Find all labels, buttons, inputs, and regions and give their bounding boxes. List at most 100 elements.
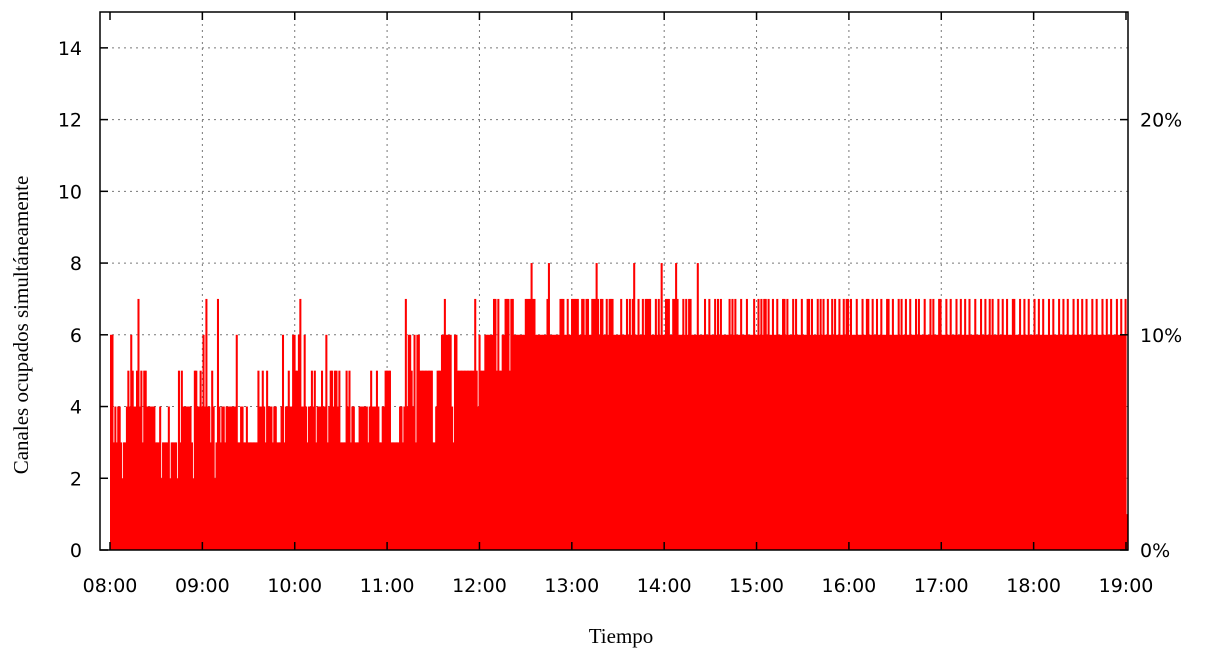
bar	[884, 334, 887, 550]
bar	[667, 298, 670, 550]
bar	[1065, 334, 1068, 550]
bar	[448, 334, 451, 550]
bar	[604, 334, 607, 550]
bar	[969, 334, 972, 550]
bar	[151, 406, 154, 550]
bar	[386, 370, 389, 550]
bar	[1034, 334, 1037, 550]
bar	[419, 370, 422, 550]
bar	[795, 298, 798, 550]
bar	[442, 334, 445, 550]
bar	[1085, 298, 1088, 550]
x-tick-label: 13:00	[544, 575, 599, 597]
bar	[874, 334, 877, 550]
bar	[234, 406, 237, 550]
bar	[1007, 334, 1010, 550]
bar	[615, 334, 618, 550]
bar	[157, 442, 160, 550]
bar	[500, 370, 503, 550]
bar	[455, 334, 458, 550]
bar	[1088, 334, 1091, 550]
bar	[654, 298, 657, 550]
bar	[143, 370, 146, 550]
bar	[672, 298, 675, 550]
bar	[433, 442, 436, 550]
bar	[673, 298, 676, 550]
bar	[1017, 334, 1020, 550]
bar	[1023, 298, 1026, 550]
bar	[427, 370, 430, 550]
bar	[916, 334, 919, 550]
bar	[472, 370, 475, 550]
bar	[718, 334, 721, 550]
bar	[839, 334, 842, 550]
bar	[730, 334, 733, 550]
bar	[760, 298, 763, 550]
bar	[514, 334, 517, 550]
bar	[1095, 298, 1098, 550]
bar	[479, 370, 483, 550]
bar	[576, 298, 579, 550]
bar	[698, 334, 701, 550]
bar	[568, 334, 571, 550]
bar	[562, 298, 565, 550]
bar	[1055, 334, 1058, 550]
bar	[111, 334, 114, 550]
bar	[954, 334, 957, 550]
bar	[1107, 334, 1110, 550]
bar	[634, 334, 637, 550]
bar	[646, 298, 649, 550]
bar	[1014, 334, 1017, 550]
bar	[322, 406, 325, 550]
bar	[644, 298, 647, 550]
bar	[1056, 334, 1059, 550]
bar	[436, 370, 439, 550]
bar	[451, 406, 454, 550]
bar	[523, 334, 526, 550]
bar	[990, 334, 993, 550]
bar	[146, 406, 149, 550]
bar	[852, 334, 855, 550]
bar	[968, 298, 971, 550]
bar	[536, 334, 539, 550]
bar	[287, 370, 290, 550]
bar	[797, 334, 800, 550]
bar	[505, 298, 509, 550]
bar	[586, 298, 589, 550]
bar	[935, 334, 938, 550]
bar	[745, 298, 748, 550]
y2-tick-label: 0%	[1140, 540, 1170, 562]
bar	[939, 298, 942, 550]
bar	[774, 334, 777, 550]
bar	[676, 298, 679, 550]
x-tick-label: 09:00	[175, 575, 230, 597]
bar	[1042, 298, 1045, 550]
bar	[355, 442, 358, 550]
bar	[1099, 334, 1103, 550]
bar	[112, 442, 115, 550]
y-tick-label: 6	[70, 325, 82, 347]
bar	[416, 334, 419, 550]
x-tick-label: 16:00	[822, 575, 877, 597]
bar	[361, 406, 364, 550]
bar	[331, 370, 334, 550]
bar	[998, 334, 1001, 550]
bar	[647, 298, 650, 550]
bar	[232, 406, 235, 550]
bar	[123, 442, 126, 550]
bar	[972, 334, 975, 550]
bar	[482, 370, 485, 550]
bar	[180, 370, 183, 550]
bar	[352, 406, 355, 550]
bar	[326, 442, 329, 550]
bar	[221, 406, 224, 550]
bar	[1115, 298, 1118, 550]
bar	[235, 334, 238, 550]
bar	[637, 298, 640, 550]
bar	[659, 334, 662, 550]
bar	[503, 334, 506, 550]
bar	[907, 334, 910, 550]
bar	[1089, 334, 1092, 550]
bar	[724, 334, 727, 550]
bar	[608, 298, 611, 550]
